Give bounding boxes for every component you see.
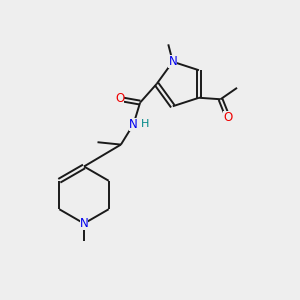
Text: N: N <box>80 217 88 230</box>
Text: O: O <box>115 92 124 106</box>
Text: O: O <box>224 111 233 124</box>
Text: N: N <box>129 118 138 131</box>
Text: N: N <box>168 55 177 68</box>
Text: H: H <box>141 118 150 129</box>
